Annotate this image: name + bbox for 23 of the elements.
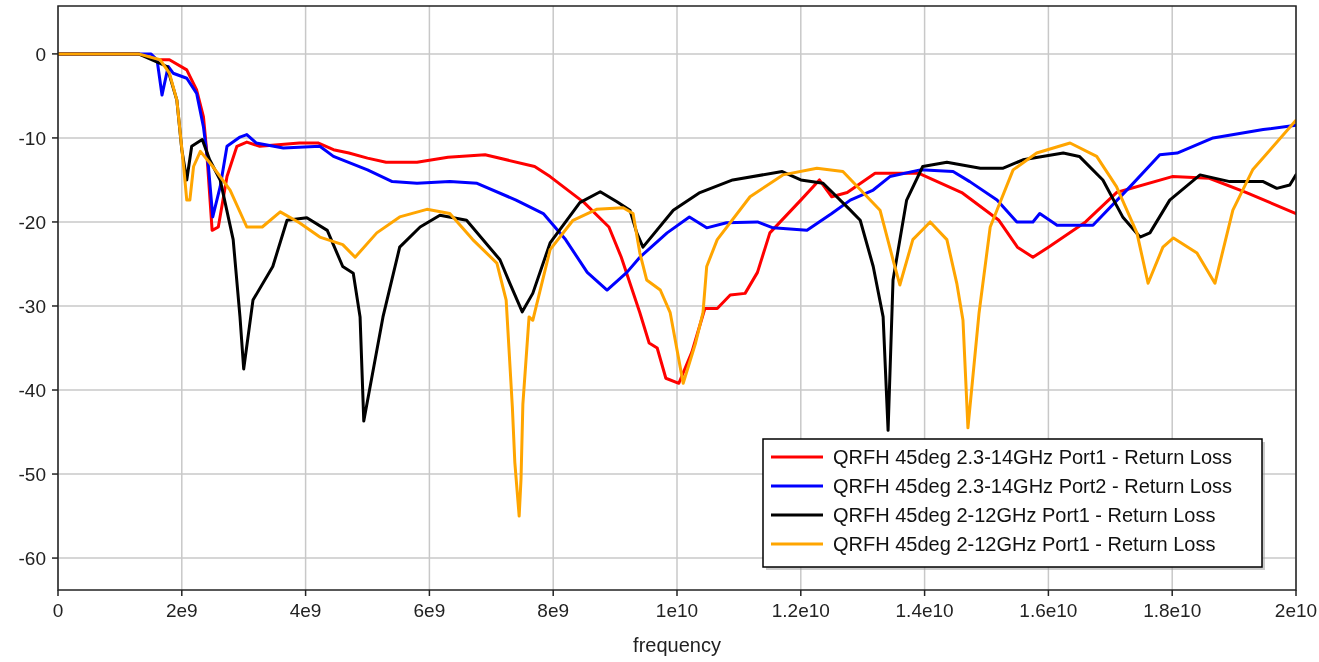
y-tick-label: 0 <box>35 43 46 65</box>
x-tick-label: 2e10 <box>1274 600 1318 621</box>
x-tick-label: 0 <box>52 600 64 621</box>
x-tick-label: 2e9 <box>165 600 198 621</box>
x-tick-label: 8e9 <box>537 600 570 621</box>
legend-label: QRFH 45deg 2.3-14GHz Port2 - Return Loss <box>833 475 1233 497</box>
y-tick-label: -20 <box>18 211 46 233</box>
legend-label: QRFH 45deg 2-12GHz Port1 - Return Loss <box>833 533 1216 555</box>
x-tick-label: 1.4e10 <box>895 600 954 621</box>
legend-label: QRFH 45deg 2-12GHz Port1 - Return Loss <box>833 504 1216 526</box>
y-tick-label: -50 <box>18 463 46 485</box>
x-tick-label: 1.6e10 <box>1019 600 1078 621</box>
x-tick-label: 1e10 <box>655 600 699 621</box>
x-axis-title: frequency <box>633 634 721 656</box>
legend-label: QRFH 45deg 2.3-14GHz Port1 - Return Loss <box>833 446 1233 468</box>
x-tick-label: 4e9 <box>289 600 322 621</box>
y-tick-label: -60 <box>18 547 46 569</box>
y-tick-label: -30 <box>18 295 46 317</box>
y-tick-label: -10 <box>18 127 46 149</box>
x-tick-label: 6e9 <box>413 600 446 621</box>
x-tick-label: 1.8e10 <box>1143 600 1202 621</box>
x-tick-label: 1.2e10 <box>771 600 830 621</box>
y-tick-label: -40 <box>18 379 46 401</box>
